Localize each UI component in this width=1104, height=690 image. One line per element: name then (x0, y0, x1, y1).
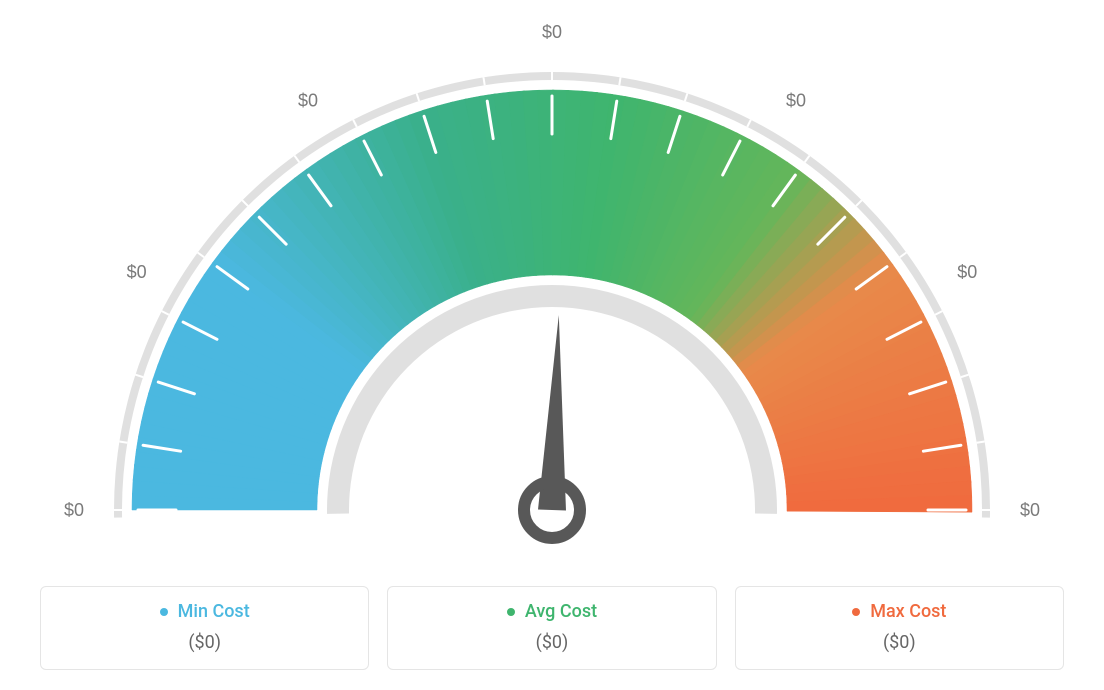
cost-gauge-infographic: $0 $0 $0 $0 $0 $0 $0 Min Cost ($0) Avg Cost ($… (0, 0, 1104, 690)
gauge-tick-label: $0 (542, 22, 562, 42)
gauge-outer-tick (483, 77, 484, 85)
legend-text-min: Min Cost (178, 601, 250, 622)
legend-text-max: Max Cost (870, 601, 946, 622)
legend-card-avg: Avg Cost ($0) (387, 586, 716, 671)
gauge-outer-tick (977, 441, 985, 442)
gauge-outer-tick (119, 441, 127, 442)
gauge-tick-label: $0 (1020, 500, 1040, 520)
legend-dot-max (852, 608, 860, 616)
legend-value-min: ($0) (61, 632, 348, 653)
legend-label-max: Max Cost (852, 601, 946, 622)
legend-card-min: Min Cost ($0) (40, 586, 369, 671)
gauge-chart: $0 $0 $0 $0 $0 $0 $0 (52, 10, 1052, 560)
legend-text-avg: Avg Cost (525, 601, 597, 622)
gauge-tick-label: $0 (127, 262, 147, 282)
legend-dot-avg (507, 608, 515, 616)
legend-card-max: Max Cost ($0) (735, 586, 1064, 671)
legend-row: Min Cost ($0) Avg Cost ($0) Max Cost ($0… (40, 586, 1064, 671)
legend-dot-min (160, 608, 168, 616)
legend-label-avg: Avg Cost (507, 601, 597, 622)
gauge-outer-tick (619, 77, 620, 85)
gauge-tick-label: $0 (298, 91, 318, 111)
legend-label-min: Min Cost (160, 601, 250, 622)
gauge-tick-label: $0 (786, 91, 806, 111)
gauge-tick-label: $0 (64, 500, 84, 520)
gauge-svg: $0 $0 $0 $0 $0 $0 $0 (52, 10, 1052, 570)
legend-value-avg: ($0) (408, 632, 695, 653)
gauge-tick-label: $0 (957, 262, 977, 282)
legend-value-max: ($0) (756, 632, 1043, 653)
